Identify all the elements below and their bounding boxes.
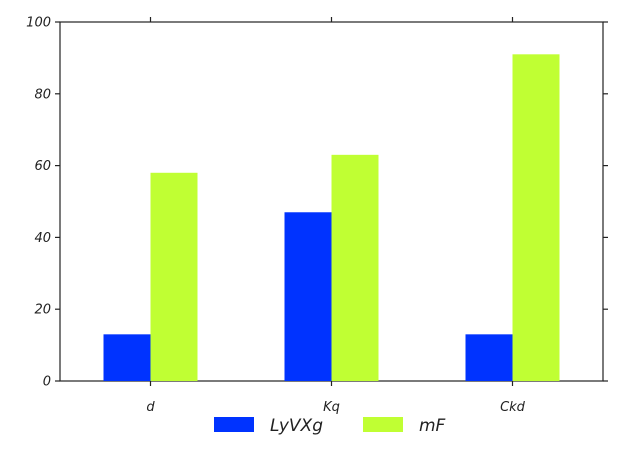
bar-mF-d: [150, 172, 198, 381]
x-tick-label: Ckd: [500, 400, 526, 415]
y-tick-label: 40: [34, 231, 51, 246]
x-tick-label: d: [146, 400, 155, 415]
bar-LyVXg-Ckd: [465, 334, 513, 381]
bar-mF-Kq: [331, 154, 379, 381]
y-tick-label: 0: [43, 375, 51, 390]
legend-swatch-LyVXg: [214, 417, 254, 432]
x-tick-label: Kq: [323, 400, 340, 415]
y-tick-label: 20: [34, 303, 51, 318]
y-tick-label: 60: [34, 159, 51, 174]
bar-LyVXg-d: [103, 334, 151, 381]
legend-label-mF: mF: [419, 416, 446, 436]
x-axis: d Kq Ckd: [146, 17, 526, 415]
bar-mF-Ckd: [512, 54, 560, 382]
y-tick-label: 100: [26, 16, 51, 31]
y-tick-label: 80: [34, 87, 51, 102]
legend-swatch-mF: [363, 417, 403, 432]
legend-label-LyVXg: LyVXg: [270, 416, 323, 436]
bar-LyVXg-Kq: [284, 212, 332, 381]
y-axis: 0 20 40 60 80 100: [26, 16, 608, 390]
bars-group: [103, 54, 560, 382]
legend: LyVXg mF: [214, 416, 446, 436]
